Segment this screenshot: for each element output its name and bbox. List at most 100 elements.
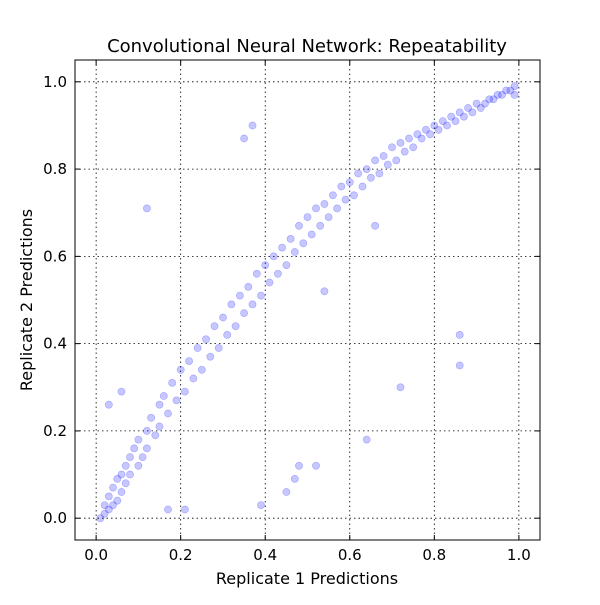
scatter-point xyxy=(468,108,477,117)
y-tick-label: 0.0 xyxy=(43,509,67,527)
scatter-point xyxy=(138,453,147,461)
scatter-point xyxy=(180,387,189,396)
scatter-point xyxy=(489,95,498,104)
scatter-point xyxy=(189,374,198,383)
scatter-point xyxy=(455,361,464,370)
scatter-point xyxy=(244,282,253,291)
scatter-point xyxy=(295,221,303,230)
scatter-point xyxy=(117,470,126,479)
scatter-point xyxy=(134,461,143,470)
x-tick-label: 0.4 xyxy=(253,546,277,564)
scatter-point xyxy=(185,357,193,365)
scatter-point xyxy=(447,112,456,121)
scatter-point xyxy=(400,147,409,156)
scatter-point xyxy=(248,300,257,309)
scatter-point xyxy=(430,121,439,130)
scatter-point xyxy=(273,269,282,278)
scatter-point xyxy=(240,134,248,143)
scatter-point xyxy=(278,243,286,252)
axis-ticks: 0.0 0.2 0.4 0.6 0.8 1.0 0.0 0.2 0.4 0.6 0.8 1.0 xyxy=(43,60,540,564)
scatter-point xyxy=(510,91,519,99)
scatter-point xyxy=(472,99,481,108)
scatter-point xyxy=(388,143,396,152)
y-tick-label: 0.4 xyxy=(43,335,67,353)
scatter-point xyxy=(312,204,320,213)
scatter-point xyxy=(510,82,519,91)
scatter-point xyxy=(269,252,278,261)
scatter-point xyxy=(426,130,434,139)
scatter-point xyxy=(282,261,291,269)
scatter-point xyxy=(312,461,320,470)
scatter-point xyxy=(290,248,299,256)
scatter-point xyxy=(168,378,177,387)
scatter-point xyxy=(142,204,151,213)
scatter-point xyxy=(265,278,274,287)
scatter-point xyxy=(142,426,151,435)
scatter-point xyxy=(392,156,401,165)
y-tick-label: 0.8 xyxy=(43,160,67,178)
scatter-point xyxy=(345,178,354,187)
scatter-point xyxy=(316,221,325,230)
scatter-point xyxy=(96,514,105,523)
scatter-point xyxy=(231,322,240,331)
scatter-point xyxy=(219,313,227,322)
scatter-point xyxy=(121,479,130,488)
scatter-point xyxy=(176,365,185,374)
scatter-point xyxy=(455,330,464,339)
scatter-point xyxy=(502,86,511,95)
scatter-point xyxy=(362,165,371,173)
scatter-point xyxy=(117,488,126,496)
scatter-point xyxy=(147,413,155,422)
scatter-point xyxy=(383,160,392,169)
scatter-point xyxy=(134,435,143,444)
x-tick-label: 0.6 xyxy=(338,546,362,564)
scatter-point xyxy=(121,461,130,470)
scatter-point xyxy=(193,344,202,352)
scatter-point xyxy=(113,474,122,483)
scatter-point xyxy=(252,269,261,278)
grid xyxy=(75,60,540,540)
scatter-point xyxy=(320,287,329,296)
scatter-point xyxy=(485,95,494,104)
scatter-point xyxy=(172,396,181,405)
scatter-point xyxy=(324,213,333,221)
scatter-point xyxy=(164,505,172,514)
scatter-point xyxy=(227,300,236,309)
scatter-point xyxy=(307,230,316,239)
scatter-point xyxy=(295,461,303,470)
scatter-point xyxy=(459,112,468,121)
scatter-point xyxy=(434,125,443,134)
scatter-point xyxy=(476,104,485,112)
scatter-point xyxy=(248,121,257,130)
scatter-point xyxy=(126,470,134,479)
scatter-points xyxy=(96,82,519,523)
scatter-point xyxy=(413,130,422,139)
x-tick-label: 0.8 xyxy=(422,546,446,564)
scatter-point xyxy=(130,444,139,453)
scatter-point xyxy=(155,400,164,409)
scatter-point xyxy=(443,121,451,130)
scatter-point xyxy=(493,91,502,99)
scatter-point xyxy=(261,261,270,269)
scatter-point xyxy=(464,104,472,112)
scatter-point xyxy=(151,431,160,440)
x-tick-label: 0.2 xyxy=(169,546,193,564)
scatter-point xyxy=(223,330,232,339)
scatter-point xyxy=(375,169,384,178)
x-tick-label: 1.0 xyxy=(507,546,531,564)
scatter-point xyxy=(257,501,265,509)
scatter-point xyxy=(155,422,164,431)
scatter-point xyxy=(417,134,426,143)
scatter-point xyxy=(506,86,515,95)
scatter-point xyxy=(455,108,464,117)
scatter-point xyxy=(159,392,168,400)
y-tick-label: 0.2 xyxy=(43,422,67,440)
scatter-point xyxy=(235,291,244,300)
scatter-point xyxy=(328,191,337,200)
scatter-point xyxy=(320,200,329,208)
scatter-point xyxy=(405,134,413,143)
scatter-point xyxy=(290,474,299,483)
scatter-point xyxy=(117,387,126,396)
scatter-point xyxy=(438,117,447,125)
